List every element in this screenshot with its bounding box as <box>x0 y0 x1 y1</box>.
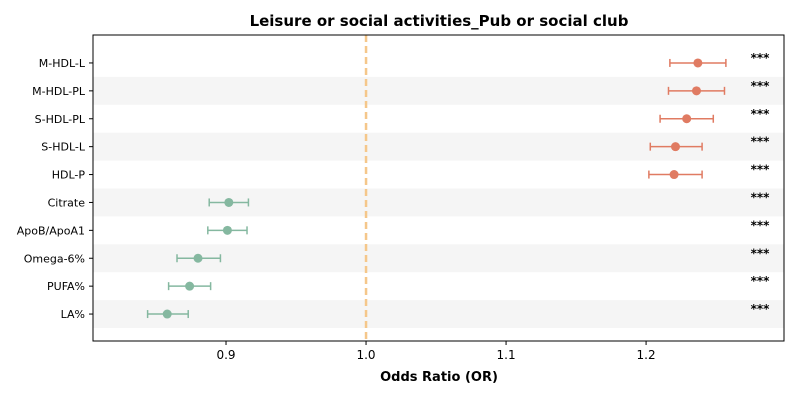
y-tick-label: Citrate <box>48 196 86 209</box>
significance-label: *** <box>751 302 771 316</box>
x-tick-label: 1.2 <box>637 348 656 362</box>
point-group: *** <box>648 163 771 180</box>
x-axis-label: Odds Ratio (OR) <box>380 370 498 385</box>
y-tick-label: S-HDL-PL <box>35 113 86 126</box>
y-tick-label: M-HDL-L <box>39 57 86 70</box>
odds-ratio-point <box>193 253 203 263</box>
significance-label: *** <box>751 190 771 204</box>
significance-label: *** <box>751 135 771 149</box>
y-axis: M-HDL-L M-HDL-PL S-HDL-PL S-HDL-L HDL-P Citra… <box>17 57 93 321</box>
y-tick-label: HDL-P <box>52 169 86 182</box>
point-group: *** <box>207 218 771 235</box>
point-group: *** <box>669 51 771 68</box>
point-group: *** <box>649 135 771 152</box>
data-marks: *** *** *** *** *** *** *** *** *** *** <box>146 51 771 319</box>
odds-ratio-point <box>162 309 172 319</box>
significance-label: *** <box>751 51 771 65</box>
chart-title: Leisure or social activities_Pub or soci… <box>250 12 629 30</box>
x-tick-label: 1.0 <box>356 348 375 362</box>
y-tick-label: M-HDL-PL <box>32 85 86 98</box>
y-tick-label: ApoB/ApoA1 <box>17 224 85 237</box>
significance-label: *** <box>751 107 771 121</box>
significance-label: *** <box>751 79 771 93</box>
point-group: *** <box>659 107 771 124</box>
point-group: *** <box>146 302 771 319</box>
odds-ratio-point <box>669 170 679 180</box>
row-band <box>93 188 784 217</box>
odds-ratio-point <box>693 58 703 68</box>
odds-ratio-point <box>691 86 701 96</box>
row-bands <box>93 76 784 328</box>
odds-ratio-point <box>224 197 234 207</box>
y-tick-label: LA% <box>61 308 85 321</box>
y-tick-label: Omega-6% <box>24 252 85 265</box>
significance-label: *** <box>751 218 771 232</box>
x-tick-label: 0.9 <box>216 348 235 362</box>
point-group: *** <box>176 246 771 263</box>
significance-label: *** <box>751 163 771 177</box>
plot-frame <box>92 34 785 342</box>
row-band <box>93 300 784 328</box>
odds-ratio-point <box>185 281 195 291</box>
point-group: *** <box>167 274 771 291</box>
odds-ratio-point <box>682 114 692 124</box>
y-tick-label: PUFA% <box>47 280 85 293</box>
x-tick-label: 1.1 <box>497 348 516 362</box>
point-group: *** <box>208 190 771 207</box>
significance-label: *** <box>751 274 771 288</box>
significance-label: *** <box>751 246 771 260</box>
x-axis: 0.9 1.0 1.1 1.2 <box>216 341 656 362</box>
point-group: *** <box>667 79 771 96</box>
y-tick-label: S-HDL-L <box>41 141 86 154</box>
odds-ratio-point <box>670 142 680 152</box>
odds-ratio-point <box>222 225 232 235</box>
